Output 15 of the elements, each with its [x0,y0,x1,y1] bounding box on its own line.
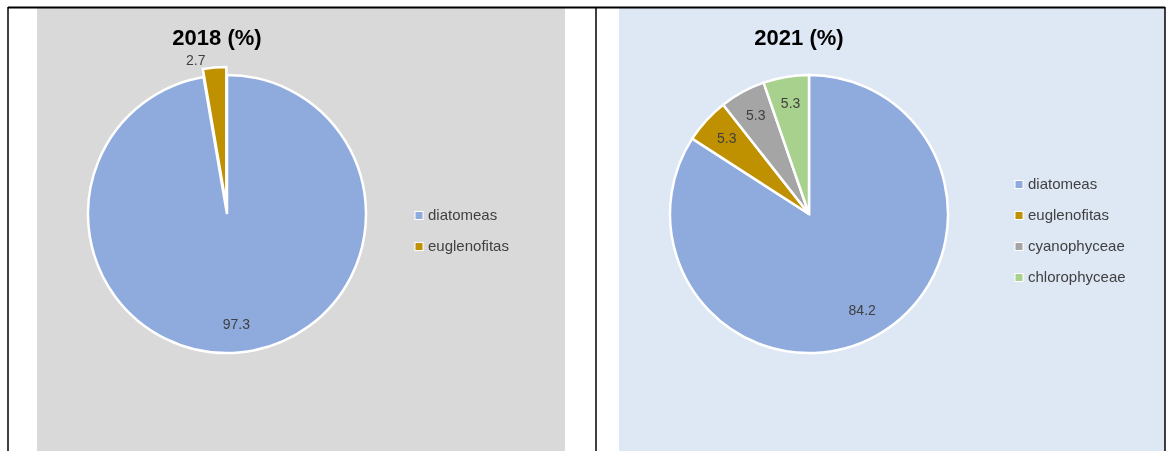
legend-label: euglenofitas [1028,206,1109,224]
chart-title: 2021 (%) [754,25,844,50]
chart-title: 2018 (%) [172,25,262,50]
data-label: 5.3 [780,95,801,112]
pie-slice [668,73,950,355]
legend-label: chlorophyceae [1028,268,1126,286]
data-label: 84.2 [848,302,877,319]
legend-label: euglenofitas [428,237,509,255]
data-label: 5.3 [746,107,766,124]
data-label: 5.3 [717,129,737,146]
legend-label: cyanophyceae [1028,237,1125,255]
data-label: 97.3 [222,315,251,332]
data-label: 2.7 [185,52,206,69]
legend-label: diatomeas [1028,175,1098,193]
legend-label: diatomeas [428,206,498,224]
